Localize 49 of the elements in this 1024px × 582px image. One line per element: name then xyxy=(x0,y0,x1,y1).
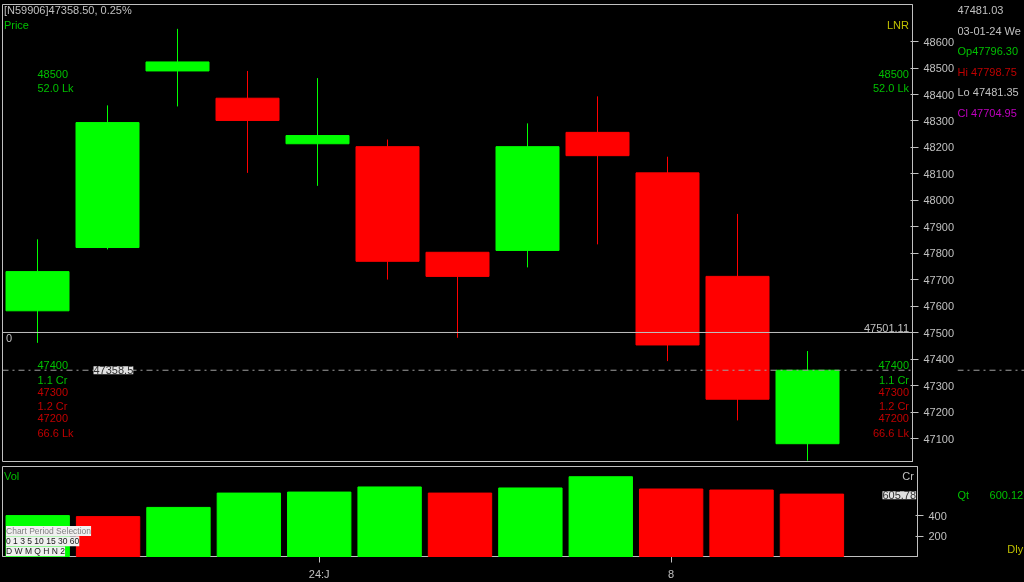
ref-line-label: 47501.11 xyxy=(863,322,910,335)
annotation: 0 xyxy=(6,332,13,345)
y-tick-label: 400 xyxy=(928,509,947,522)
text: 47481.03 xyxy=(957,4,1004,16)
y-tick-label: 200 xyxy=(928,530,947,543)
text: Op47796.30 xyxy=(957,45,1019,58)
text: 47300 1.2 Cr xyxy=(878,385,910,413)
y-tick-label: 47900 xyxy=(923,220,955,233)
text: Lo 47481.35 xyxy=(957,86,1019,99)
y-tick-label: 47400 xyxy=(923,353,955,366)
text: LNR xyxy=(886,19,910,32)
y-tick-label: 48100 xyxy=(923,167,955,180)
y-tick-label: 48600 xyxy=(923,35,955,48)
y-tick-label: 48500 xyxy=(923,62,955,75)
annotation: Chart Period Selection xyxy=(6,525,92,536)
annotation: Price xyxy=(3,19,29,32)
text: 47400 1.1 Cr xyxy=(878,359,910,386)
text: Cr xyxy=(902,469,915,482)
y-tick-label: 48400 xyxy=(923,88,955,101)
x-tick-label: 24:J xyxy=(308,567,330,580)
y-tick-label: 48000 xyxy=(923,194,955,207)
text: Hi 47798.75 xyxy=(957,65,1017,78)
text: 605.78 xyxy=(882,489,917,502)
y-tick-label: 47800 xyxy=(923,247,955,260)
y-tick-label: 47600 xyxy=(923,300,955,313)
y-tick-label: 47100 xyxy=(923,432,955,445)
text: 600.12 xyxy=(989,489,1024,502)
annotation: 47200 66.6 Lk xyxy=(37,412,75,439)
text: Cl 47704.95 xyxy=(957,107,1017,120)
ref-line-label: 47358.5 xyxy=(93,364,134,377)
text: Dly xyxy=(1007,543,1024,556)
y-tick-label: 48300 xyxy=(923,114,955,127)
text: Qt xyxy=(957,489,970,502)
annotation: 47300 1.2 Cr xyxy=(37,385,69,413)
annotation: [N59906]47358.50, 0.25% xyxy=(3,4,132,16)
y-tick-label: 47300 xyxy=(923,379,955,392)
annotation: 47400 1.1 Cr xyxy=(37,359,69,386)
y-tick-label: 47700 xyxy=(923,273,955,286)
text: 03-01-24 We xyxy=(957,24,1021,37)
y-tick-label: 47200 xyxy=(923,406,955,419)
x-tick-label: 8 xyxy=(668,567,675,580)
annotation: 48500 52.0 Lk xyxy=(37,68,75,95)
annotation: Vol xyxy=(3,469,20,482)
annotation: 0 1 3 5 10 15 30 60 xyxy=(6,536,80,547)
text: 48500 52.0 Lk xyxy=(872,68,910,95)
y-tick-label: 47500 xyxy=(923,326,955,339)
y-tick-label: 48200 xyxy=(923,141,955,154)
annotation: D W M Q H N 2 xyxy=(6,546,66,557)
text: 47200 66.6 Lk xyxy=(872,412,910,439)
